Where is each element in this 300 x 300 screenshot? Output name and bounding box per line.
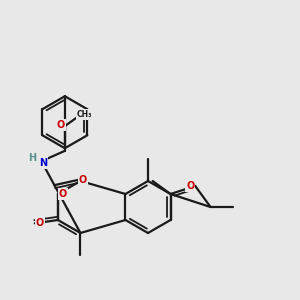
Text: O: O [186,181,194,191]
Text: O: O [59,189,67,199]
Text: O: O [36,218,44,228]
Text: O: O [79,175,87,185]
Text: N: N [39,158,47,168]
Text: O: O [57,120,65,130]
Text: CH₃: CH₃ [76,110,92,119]
Text: H: H [28,153,37,163]
